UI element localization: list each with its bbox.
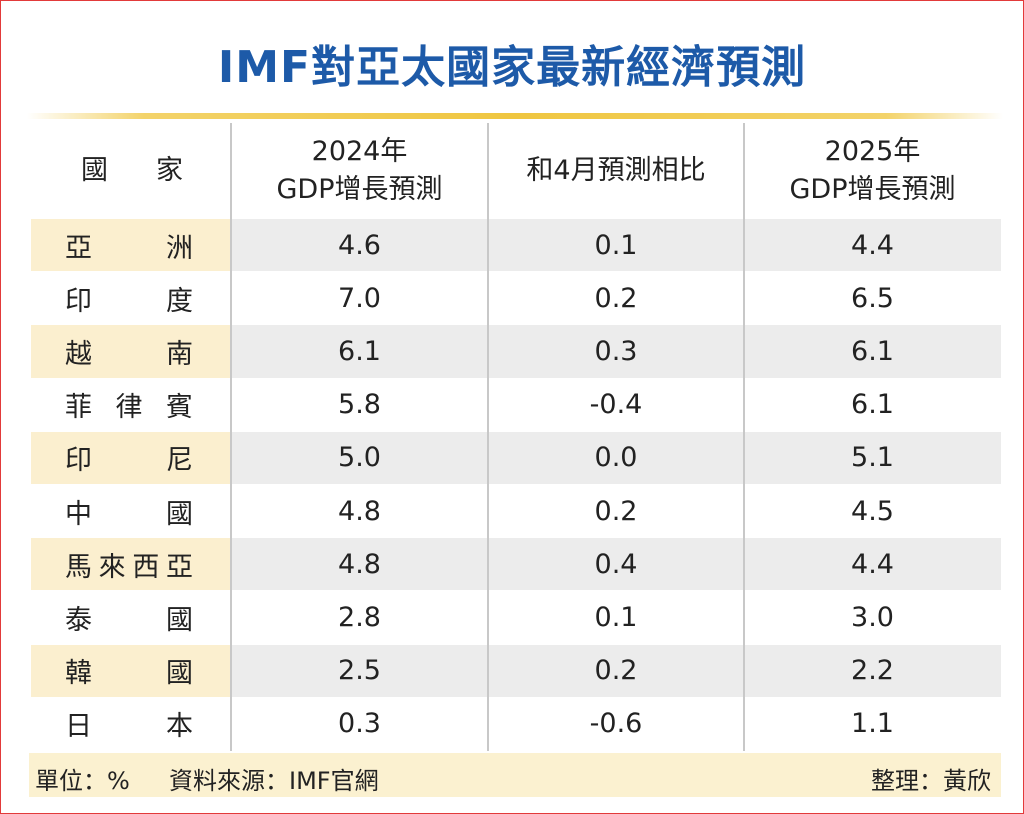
value-cell: 4.5 [851,495,894,527]
value-cell: 6.5 [851,282,894,314]
column-separator [743,123,745,751]
country-cell: 越南 [31,325,231,378]
value-cell: 2.5 [231,644,488,697]
value-cell: 0.2 [594,282,638,314]
country-cell: 馬來西亞 [31,538,231,591]
value-cell: 0.1 [488,219,744,272]
value-cell: 6.1 [231,325,488,378]
country-cell: 印度 [65,285,193,317]
value-cell: 0.2 [488,644,744,697]
header-cell: 2024年 GDP增長預測 [276,136,443,205]
header-cell: 國家 [81,155,183,186]
value-cell: 4.4 [744,219,1001,272]
value-cell: 7.0 [338,282,381,314]
column-separator [487,123,489,751]
unit: 單位：% [35,767,130,795]
value-cell: 0.1 [594,601,638,633]
value-cell: 4.8 [231,538,488,591]
country-cell: 菲律賓 [65,392,193,424]
header-cell: 和4月預測相比 [526,155,706,186]
value-cell: 5.1 [744,431,1001,484]
title-rule [27,113,1003,119]
value-cell: 3.0 [851,601,894,633]
value-cell: 5.8 [338,389,381,421]
value-cell: 0.3 [338,708,381,740]
value-cell: 1.1 [851,708,894,740]
value-cell: 6.1 [851,389,894,421]
value-cell: 4.4 [744,538,1001,591]
value-cell: 4.6 [231,219,488,272]
editor: 整理：黃欣 [871,767,991,795]
value-cell: 6.1 [744,325,1001,378]
value-cell: -0.4 [589,389,643,421]
source: 資料來源：IMF官網 [169,767,379,795]
value-cell: -0.6 [589,708,643,740]
value-cell: 5.0 [231,431,488,484]
value-cell: 4.8 [338,495,381,527]
column-separator [230,123,232,751]
country-cell: 韓國 [31,644,231,697]
country-cell: 亞洲 [31,219,231,272]
footer: 單位：% 資料來源：IMF官網 整理：黃欣 [29,753,1001,797]
country-cell: 中國 [65,498,193,530]
title: IMF對亞太國家最新經濟預測 [217,42,807,93]
value-cell: 0.3 [488,325,744,378]
country-cell: 日本 [65,711,193,743]
value-cell: 0.0 [488,431,744,484]
header-cell: 2025年 GDP增長預測 [789,136,956,205]
value-cell: 2.2 [744,644,1001,697]
value-cell: 0.4 [488,538,744,591]
value-cell: 2.8 [338,601,381,633]
value-cell: 0.2 [594,495,638,527]
country-cell: 印尼 [31,431,231,484]
country-cell: 泰國 [65,604,193,636]
